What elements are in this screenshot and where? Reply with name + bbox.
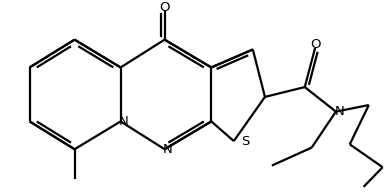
Text: S: S xyxy=(241,134,250,148)
Text: N: N xyxy=(163,143,172,156)
Text: N: N xyxy=(335,105,345,118)
Text: O: O xyxy=(159,1,170,14)
Text: O: O xyxy=(310,38,320,51)
Text: N: N xyxy=(119,115,128,128)
